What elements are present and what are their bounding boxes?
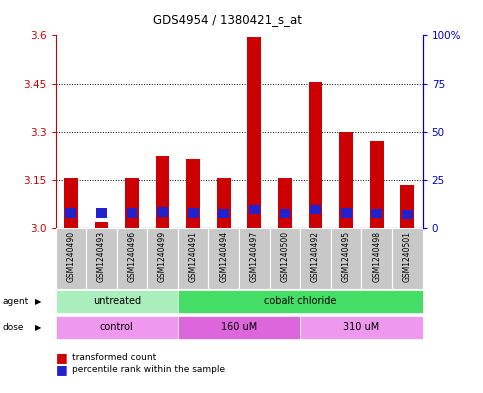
Bar	[249, 205, 260, 215]
Bar	[117, 228, 147, 289]
Bar	[280, 209, 290, 219]
Bar	[217, 178, 231, 228]
Bar	[392, 228, 423, 289]
Bar	[331, 228, 361, 289]
Bar	[64, 178, 78, 228]
Bar	[361, 228, 392, 289]
Bar	[147, 228, 178, 289]
Bar	[56, 290, 178, 313]
Text: ■: ■	[56, 351, 67, 364]
Bar	[341, 208, 352, 218]
Bar	[339, 132, 353, 228]
Bar	[157, 207, 168, 217]
Bar	[178, 316, 300, 339]
Text: GSM1240493: GSM1240493	[97, 231, 106, 282]
Bar	[209, 228, 239, 289]
Bar	[95, 222, 108, 228]
Text: transformed count: transformed count	[72, 353, 156, 362]
Bar	[56, 228, 86, 289]
Text: GSM1240494: GSM1240494	[219, 231, 228, 282]
Bar	[66, 208, 76, 218]
Text: agent: agent	[2, 297, 28, 306]
Text: GSM1240501: GSM1240501	[403, 231, 412, 282]
Bar	[239, 228, 270, 289]
Bar	[218, 209, 229, 219]
Text: control: control	[100, 321, 134, 332]
Bar	[310, 205, 321, 215]
Bar	[127, 208, 137, 218]
Bar	[402, 210, 412, 219]
Bar	[86, 228, 117, 289]
Bar	[300, 316, 423, 339]
Text: GSM1240499: GSM1240499	[158, 231, 167, 282]
Bar	[96, 208, 107, 218]
Bar	[178, 290, 423, 313]
Text: GSM1240495: GSM1240495	[341, 231, 351, 282]
Text: GSM1240497: GSM1240497	[250, 231, 259, 282]
Bar	[188, 208, 199, 218]
Bar	[56, 316, 178, 339]
Bar	[270, 228, 300, 289]
Text: GDS4954 / 1380421_s_at: GDS4954 / 1380421_s_at	[153, 13, 301, 26]
Bar	[156, 156, 170, 228]
Text: 160 uM: 160 uM	[221, 321, 257, 332]
Bar	[278, 178, 292, 228]
Text: ▶: ▶	[35, 323, 41, 332]
Text: GSM1240490: GSM1240490	[66, 231, 75, 282]
Text: GSM1240498: GSM1240498	[372, 231, 381, 282]
Bar	[371, 209, 382, 219]
Text: percentile rank within the sample: percentile rank within the sample	[72, 365, 226, 374]
Bar	[400, 185, 414, 228]
Bar	[247, 37, 261, 228]
Text: ■: ■	[56, 363, 67, 376]
Text: cobalt chloride: cobalt chloride	[264, 296, 337, 306]
Bar	[186, 159, 200, 228]
Text: 310 uM: 310 uM	[343, 321, 380, 332]
Text: GSM1240492: GSM1240492	[311, 231, 320, 282]
Text: dose: dose	[2, 323, 24, 332]
Text: GSM1240491: GSM1240491	[189, 231, 198, 282]
Text: ▶: ▶	[35, 297, 41, 306]
Text: untreated: untreated	[93, 296, 141, 306]
Text: GSM1240496: GSM1240496	[128, 231, 137, 282]
Bar	[178, 228, 209, 289]
Bar	[370, 141, 384, 228]
Bar	[125, 178, 139, 228]
Bar	[300, 228, 331, 289]
Text: GSM1240500: GSM1240500	[281, 231, 289, 282]
Bar	[309, 82, 323, 228]
